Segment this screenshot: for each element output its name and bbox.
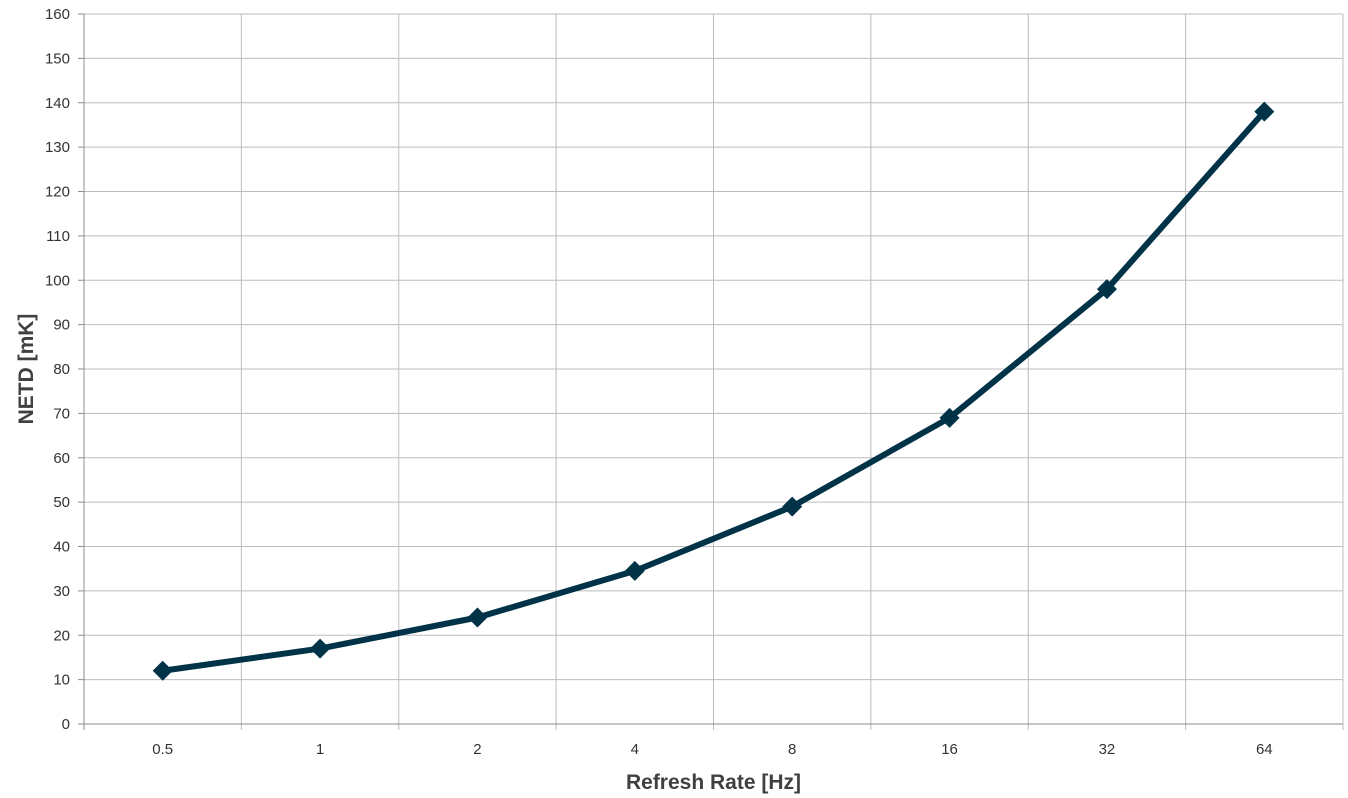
- x-tick-label: 32: [1099, 741, 1116, 758]
- y-tick-label: 130: [45, 139, 70, 156]
- series-group: [152, 101, 1275, 681]
- data-point-marker: [624, 560, 645, 581]
- y-tick-label: 10: [53, 672, 70, 689]
- vertical-gridlines: [83, 14, 1344, 730]
- y-tick-label: 50: [53, 494, 70, 511]
- x-axis-title: Refresh Rate [Hz]: [626, 771, 801, 794]
- axes: [78, 13, 1343, 725]
- data-point-marker: [467, 607, 488, 628]
- x-tick-label: 0.5: [152, 741, 173, 758]
- y-tick-label: 60: [53, 450, 70, 467]
- x-tick-labels: 0.5 1 2 4 8 16 32 64: [152, 741, 1272, 758]
- data-point-marker: [310, 638, 331, 659]
- x-tick-label: 1: [316, 741, 324, 758]
- y-tick-label: 30: [53, 583, 70, 600]
- y-tick-label: 40: [53, 539, 70, 556]
- y-axis-title: NETD [mK]: [15, 314, 38, 425]
- y-tick-label: 0: [62, 716, 70, 733]
- series-line: [159, 108, 1268, 674]
- y-tick-label: 150: [45, 50, 70, 67]
- y-tick-labels: 0 10 20 30 40 50 60 70 80 90 100 110 120 130 140 150 160: [45, 6, 70, 733]
- y-tick-label: 90: [53, 317, 70, 334]
- data-point-marker: [1096, 279, 1117, 300]
- y-tick-label: 110: [46, 228, 70, 245]
- x-tick-label: 4: [631, 741, 639, 758]
- y-tick-label: 160: [45, 6, 70, 23]
- y-tick-label: 140: [45, 95, 70, 112]
- data-point-marker: [939, 407, 960, 428]
- x-tick-label: 8: [788, 741, 796, 758]
- y-tick-label: 100: [45, 272, 70, 289]
- data-point-marker: [782, 496, 803, 517]
- y-tick-label: 70: [53, 405, 70, 422]
- data-point-marker: [152, 660, 173, 681]
- x-tick-label: 16: [941, 741, 958, 758]
- y-tick-label: 120: [45, 184, 70, 201]
- x-tick-label: 64: [1256, 741, 1273, 758]
- y-tick-label: 20: [53, 627, 70, 644]
- data-point-marker: [1254, 101, 1275, 122]
- x-tick-label: 2: [473, 741, 481, 758]
- y-tick-label: 80: [53, 361, 70, 378]
